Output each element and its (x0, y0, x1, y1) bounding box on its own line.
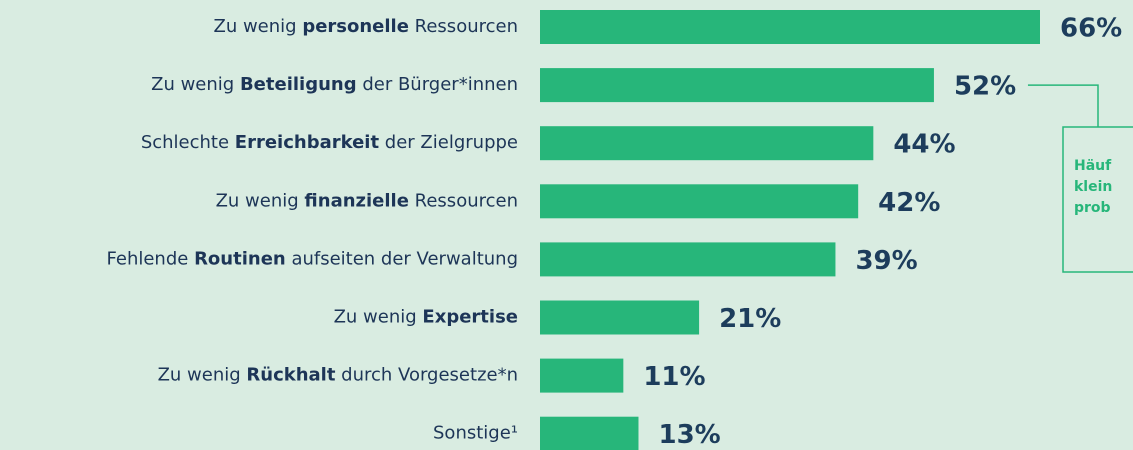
value-label: 44% (893, 130, 955, 160)
bar (540, 10, 1040, 44)
bar (540, 242, 836, 277)
category-label-part: Erreichbarkeit (235, 132, 380, 153)
category-label-part: Ressourcen (409, 16, 518, 37)
value-label: 39% (855, 246, 917, 276)
category-label-part: Ressourcen (409, 190, 518, 211)
value-label: 42% (878, 188, 940, 218)
category-label: Zu wenig personelle Ressourcen (213, 16, 518, 37)
category-label-part: Schlechte (141, 132, 235, 153)
category-label-part: personelle (302, 16, 409, 37)
category-label-part: aufseiten der Verwaltung (286, 248, 518, 269)
bar (540, 416, 639, 450)
annotation-box (1062, 126, 1133, 273)
category-label-part: durch Vorgesetze*n (335, 365, 518, 386)
category-label-part: Sonstige¹ (433, 423, 518, 444)
category-label-part: Beteiligung (240, 74, 357, 95)
category-label-part: Zu wenig (158, 365, 247, 386)
category-label-part: finanzielle (304, 190, 409, 211)
category-label: Schlechte Erreichbarkeit der Zielgruppe (141, 132, 518, 153)
category-label-part: Rückhalt (246, 365, 335, 386)
annotation-text: klein (1074, 179, 1112, 195)
category-label-part: Zu wenig (216, 190, 305, 211)
category-label-part: Zu wenig (213, 16, 302, 37)
category-label-part: Routinen (194, 248, 286, 269)
annotation-connector (1027, 84, 1099, 127)
value-label: 21% (719, 304, 781, 334)
category-label-part: der Bürger*innen (357, 74, 518, 95)
category-label-part: Fehlende (107, 248, 195, 269)
bar (540, 300, 700, 335)
bar (540, 68, 934, 103)
category-label: Zu wenig Beteiligung der Bürger*innen (151, 74, 518, 95)
category-label-part: der Zielgruppe (379, 132, 518, 153)
annotation-text: Häuf (1074, 158, 1112, 174)
category-label-part: Expertise (422, 307, 518, 328)
bar (540, 184, 859, 219)
category-label: Zu wenig Rückhalt durch Vorgesetze*n (158, 365, 518, 386)
category-label: Fehlende Routinen aufseiten der Verwaltu… (107, 248, 519, 269)
value-label: 66% (1060, 14, 1122, 44)
annotation-text: prob (1074, 200, 1111, 216)
category-label: Zu wenig Expertise (334, 307, 518, 328)
value-label: 52% (954, 72, 1016, 102)
bar (540, 126, 874, 161)
value-label: 13% (658, 420, 720, 450)
category-label-part: Zu wenig (334, 307, 423, 328)
category-label-part: Zu wenig (151, 74, 240, 95)
category-label: Zu wenig finanzielle Ressourcen (216, 190, 518, 211)
value-label: 11% (643, 362, 705, 392)
category-label: Sonstige¹ (433, 423, 518, 444)
bar (540, 358, 624, 393)
